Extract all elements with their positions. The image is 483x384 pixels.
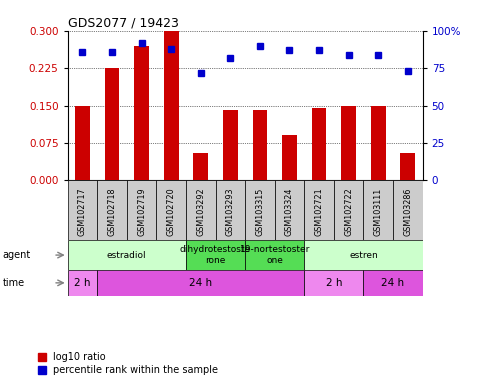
Text: estren: estren (349, 251, 378, 260)
Bar (68, 180, 97, 240)
Bar (364, 180, 393, 240)
Text: GSM102720: GSM102720 (167, 187, 176, 236)
Text: GSM103111: GSM103111 (374, 187, 383, 236)
Bar (312, 108, 327, 180)
Text: 2 h: 2 h (326, 278, 342, 288)
Bar (164, 31, 179, 180)
Text: GSM102717: GSM102717 (78, 187, 87, 236)
Legend: log10 ratio, percentile rank within the sample: log10 ratio, percentile rank within the … (34, 348, 222, 379)
Text: 2 h: 2 h (74, 278, 91, 288)
Bar (393, 180, 423, 240)
Text: GSM102718: GSM102718 (108, 187, 116, 236)
Bar (97, 180, 127, 240)
Text: dihydrotestoste
rone: dihydrotestoste rone (180, 245, 251, 265)
Bar (223, 111, 238, 180)
Bar (75, 106, 90, 180)
Bar (156, 180, 186, 240)
Bar (68, 270, 97, 296)
Bar (215, 180, 245, 240)
Text: GSM103324: GSM103324 (285, 187, 294, 236)
Text: estradiol: estradiol (107, 251, 147, 260)
Text: GSM102721: GSM102721 (314, 187, 324, 236)
Text: GSM102719: GSM102719 (137, 187, 146, 236)
Bar (134, 46, 149, 180)
Bar (371, 106, 385, 180)
Text: GDS2077 / 19423: GDS2077 / 19423 (68, 17, 179, 30)
Bar (97, 270, 304, 296)
Bar (304, 180, 334, 240)
Bar (193, 153, 208, 180)
Text: GSM103315: GSM103315 (256, 187, 264, 236)
Bar (127, 180, 156, 240)
Bar (275, 180, 304, 240)
Bar (304, 270, 364, 296)
Text: GSM103292: GSM103292 (196, 187, 205, 236)
Bar (245, 180, 275, 240)
Bar (105, 68, 119, 180)
Bar (341, 106, 356, 180)
Bar (253, 111, 267, 180)
Bar (186, 180, 215, 240)
Bar (364, 270, 423, 296)
Text: GSM103286: GSM103286 (403, 187, 412, 236)
Text: 19-nortestoster
one: 19-nortestoster one (240, 245, 310, 265)
Bar (282, 136, 297, 180)
Text: agent: agent (2, 250, 30, 260)
Text: GSM103293: GSM103293 (226, 187, 235, 236)
Bar (400, 153, 415, 180)
Bar (334, 180, 364, 240)
Text: 24 h: 24 h (189, 278, 213, 288)
Bar (68, 240, 186, 270)
Text: time: time (2, 278, 25, 288)
Bar (304, 240, 423, 270)
Text: GSM102722: GSM102722 (344, 187, 353, 236)
Bar (245, 240, 304, 270)
Bar (186, 240, 245, 270)
Text: 24 h: 24 h (382, 278, 405, 288)
